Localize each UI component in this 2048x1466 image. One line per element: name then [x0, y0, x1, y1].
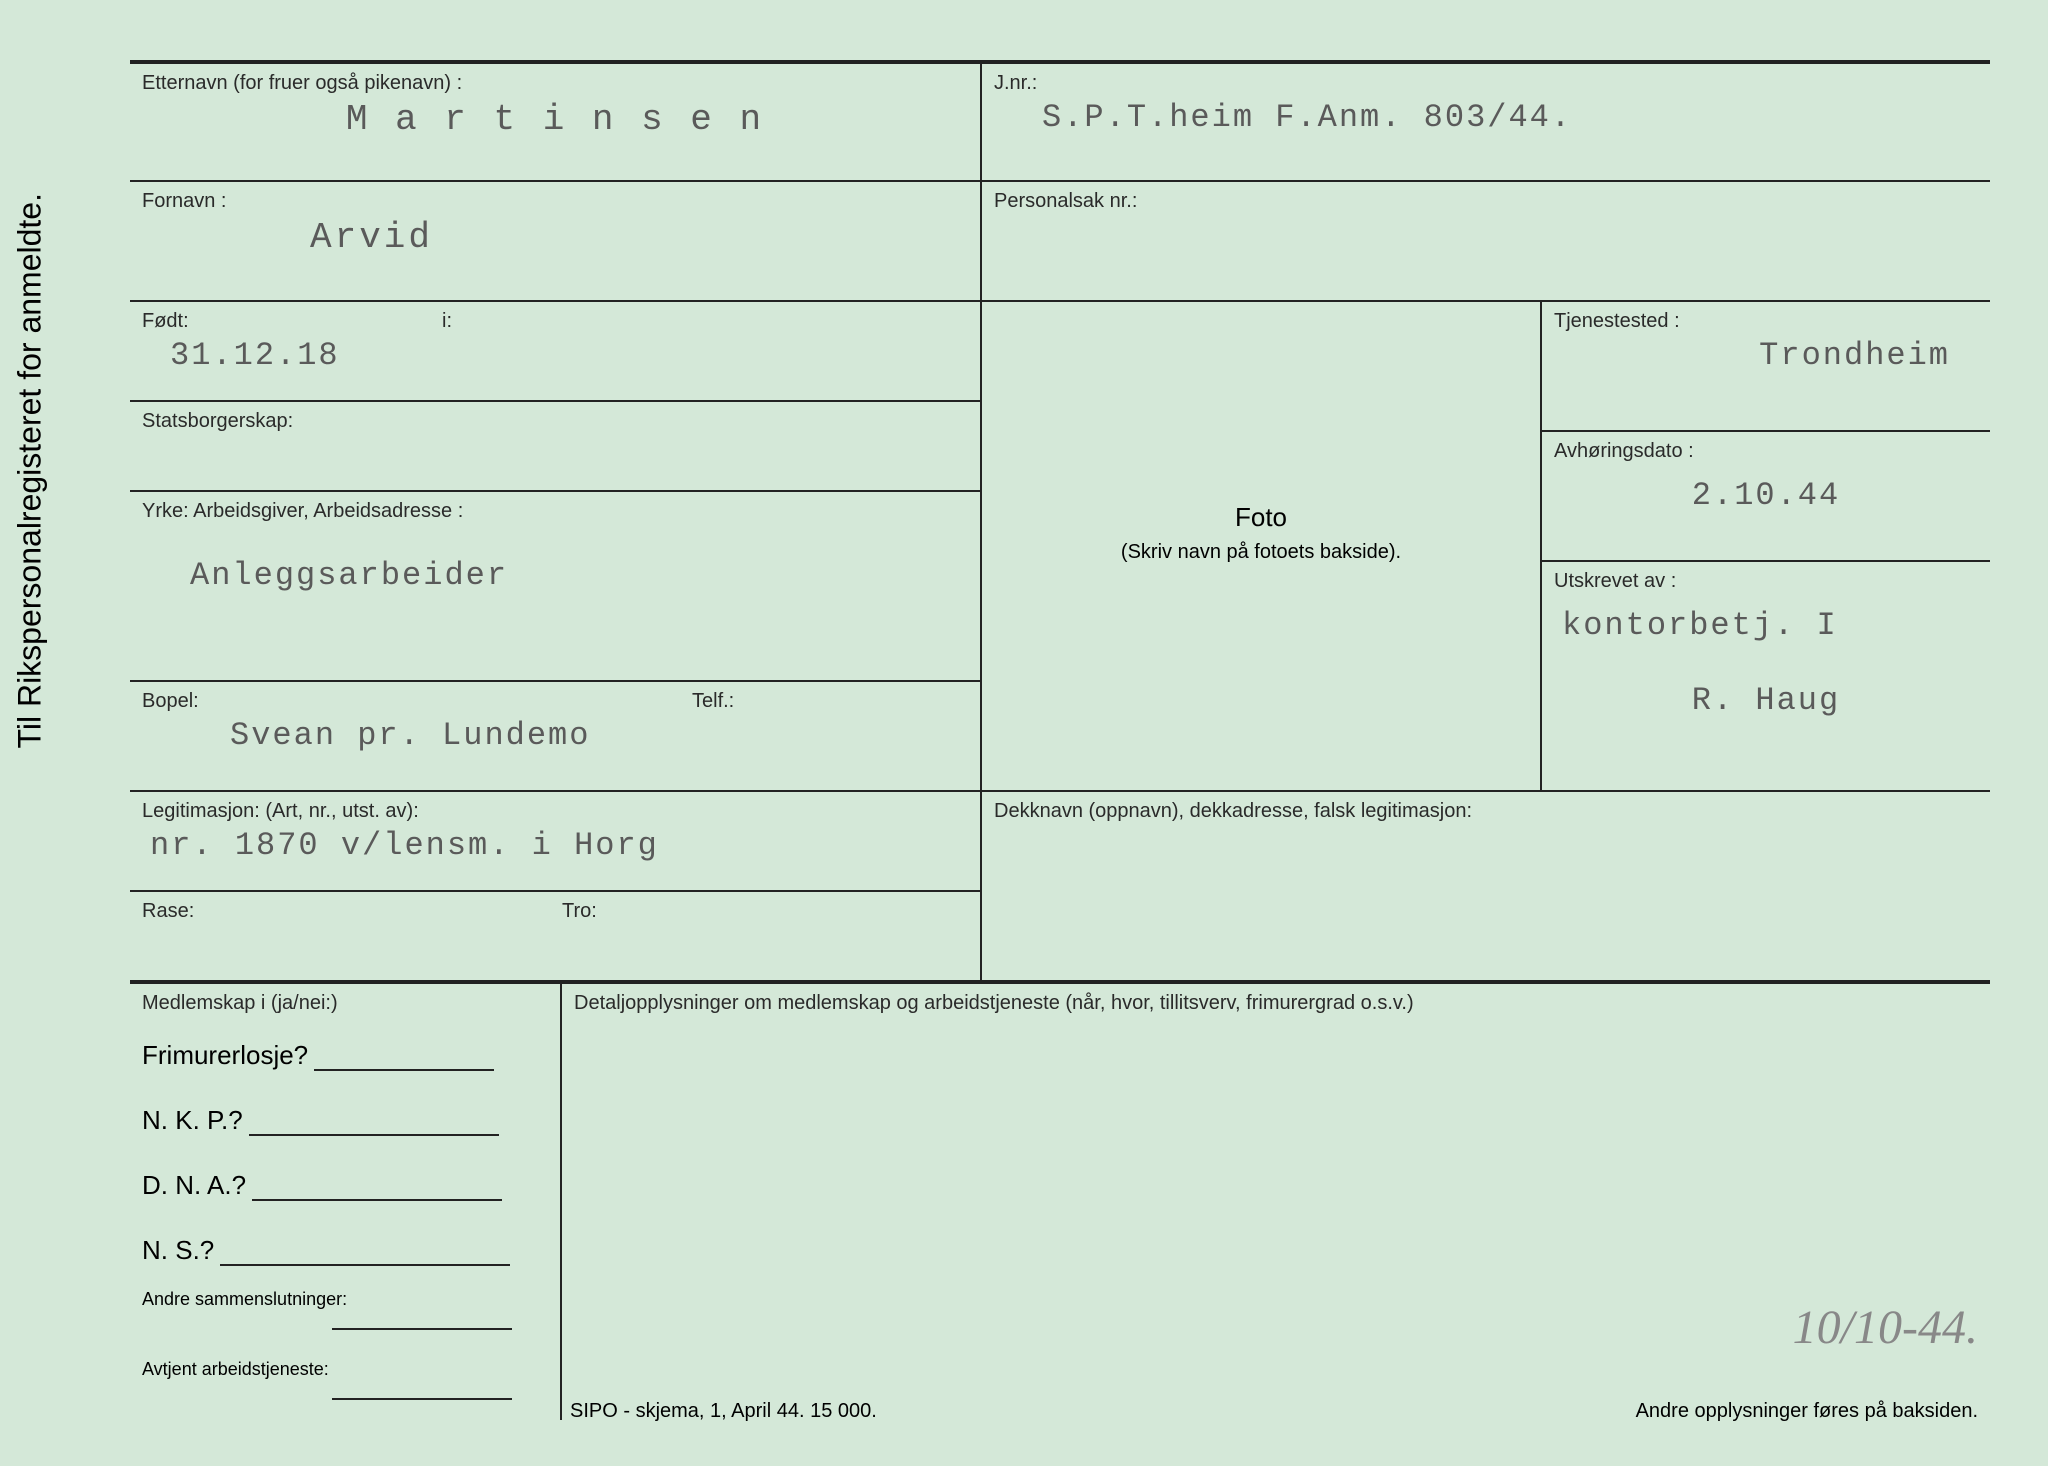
- value-bopel: Svean pr. Lundemo: [130, 717, 980, 762]
- field-legitimasjon: Legitimasjon: (Art, nr., utst. av): nr. …: [130, 790, 980, 890]
- field-rase-tro: Rase: Tro:: [130, 890, 980, 980]
- label-avhoringsdato: Avhøringsdato :: [1542, 432, 1990, 467]
- label-yrke: Yrke: Arbeidsgiver, Arbeidsadresse :: [130, 492, 980, 527]
- underline-andre: [332, 1302, 512, 1330]
- form-card: Etternavn (for fruer også pikenavn) : M …: [130, 60, 1998, 1426]
- label-telf: Telf.:: [680, 682, 746, 717]
- footer-sipo: SIPO - skjema, 1, April 44. 15 000.: [570, 1400, 877, 1423]
- field-avhoringsdato: Avhøringsdato : 2.10.44: [1540, 430, 1990, 560]
- value-utskrevet2: R. Haug: [1542, 652, 1990, 727]
- label-ns: N. S.?: [142, 1235, 220, 1266]
- value-tjenestested: Trondheim: [1542, 337, 1990, 382]
- label-andre-samm: Andre sammenslutninger:: [142, 1290, 347, 1310]
- field-jnr: J.nr.: S.P.T.heim F.Anm. 803/44.: [980, 60, 1990, 180]
- field-personalsak: Personalsak nr.:: [980, 180, 1990, 300]
- label-utskrevet: Utskrevet av :: [1542, 562, 1990, 597]
- label-tro: Tro:: [550, 892, 609, 927]
- label-foto: Foto: [982, 502, 1540, 533]
- value-yrke: Anleggsarbeider: [130, 527, 980, 602]
- field-medlemskap: Medlemskap i (ja/nei:) Frimurerlosje? N.…: [130, 980, 560, 1420]
- value-etternavn: M a r t i n s e n: [130, 99, 980, 150]
- label-statsborgerskap: Statsborgerskap:: [130, 402, 980, 437]
- underline-dna: [252, 1173, 502, 1201]
- underline-frimurerlosje: [314, 1043, 494, 1071]
- sidebar-title: Til Rikspersonalregisteret for anmeldte.: [12, 193, 49, 748]
- footer-andre-opp: Andre opplysninger føres på baksiden.: [1636, 1400, 1978, 1423]
- field-dekknavn: Dekknavn (oppnavn), dekkadresse, falsk l…: [980, 790, 1990, 980]
- label-rase: Rase:: [130, 892, 550, 927]
- label-fodt: Født:: [130, 302, 430, 337]
- value-avhoringsdato: 2.10.44: [1542, 467, 1990, 522]
- label-frimurerlosje: Frimurerlosje?: [142, 1040, 314, 1071]
- label-nkp: N. K. P.?: [142, 1105, 249, 1136]
- label-foto-sub: (Skriv navn på fotoets bakside).: [982, 541, 1540, 564]
- label-personalsak: Personalsak nr.:: [982, 182, 1990, 217]
- field-fornavn: Fornavn : Arvid: [130, 180, 980, 300]
- field-bopel: Bopel: Telf.: Svean pr. Lundemo: [130, 680, 980, 790]
- underline-avtjent: [332, 1372, 512, 1400]
- underline-nkp: [249, 1108, 499, 1136]
- value-fodt: 31.12.18: [130, 337, 980, 382]
- field-foto: Foto (Skriv navn på fotoets bakside).: [980, 300, 1540, 790]
- field-detaljopplysninger: Detaljopplysninger om medlemskap og arbe…: [560, 980, 1990, 1420]
- field-tjenestested: Tjenestested : Trondheim: [1540, 300, 1990, 430]
- label-etternavn: Etternavn (for fruer også pikenavn) :: [130, 64, 980, 99]
- value-legitimasjon: nr. 1870 v/lensm. i Horg: [130, 827, 980, 872]
- label-i: i:: [430, 302, 464, 337]
- label-detaljopplysninger: Detaljopplysninger om medlemskap og arbe…: [562, 980, 1990, 1019]
- field-fodt: Født: i: 31.12.18: [130, 300, 980, 400]
- handwritten-note: 10/10-44.: [1793, 1300, 1978, 1355]
- field-utskrevet: Utskrevet av : kontorbetj. I R. Haug: [1540, 560, 1990, 790]
- label-dekknavn: Dekknavn (oppnavn), dekkadresse, falsk l…: [982, 792, 1990, 827]
- label-legitimasjon: Legitimasjon: (Art, nr., utst. av):: [130, 792, 980, 827]
- label-tjenestested: Tjenestested :: [1542, 302, 1990, 337]
- label-avtjent: Avtjent arbeidstjeneste:: [142, 1360, 329, 1380]
- value-fornavn: Arvid: [130, 217, 980, 268]
- label-bopel: Bopel:: [130, 682, 680, 717]
- underline-ns: [220, 1238, 510, 1266]
- field-yrke: Yrke: Arbeidsgiver, Arbeidsadresse : Anl…: [130, 490, 980, 680]
- value-utskrevet1: kontorbetj. I: [1542, 597, 1990, 652]
- field-statsborgerskap: Statsborgerskap:: [130, 400, 980, 490]
- label-jnr: J.nr.:: [982, 64, 1990, 99]
- label-medlemskap: Medlemskap i (ja/nei:): [130, 980, 560, 1019]
- value-jnr: S.P.T.heim F.Anm. 803/44.: [982, 99, 1990, 144]
- label-fornavn: Fornavn :: [130, 182, 980, 217]
- field-etternavn: Etternavn (for fruer også pikenavn) : M …: [130, 60, 980, 180]
- label-dna: D. N. A.?: [142, 1170, 252, 1201]
